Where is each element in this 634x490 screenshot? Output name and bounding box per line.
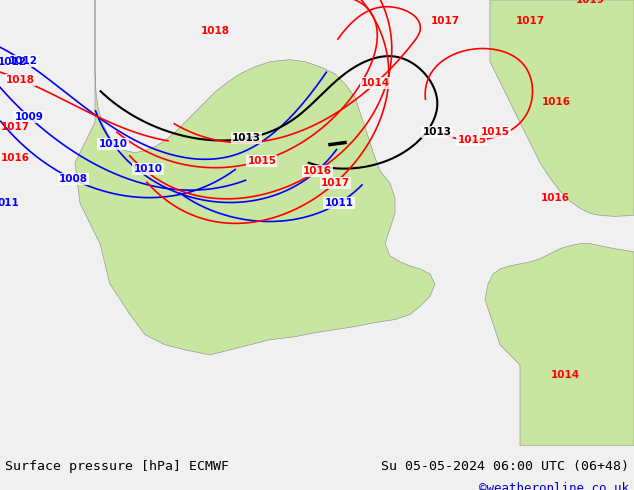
Polygon shape xyxy=(75,0,435,355)
Polygon shape xyxy=(485,244,634,446)
Text: 1016: 1016 xyxy=(303,166,332,176)
Text: 1010: 1010 xyxy=(134,164,162,174)
Text: 1018: 1018 xyxy=(6,74,35,85)
Text: 1016: 1016 xyxy=(541,193,569,203)
Text: 1012: 1012 xyxy=(0,57,27,67)
Text: 1010: 1010 xyxy=(98,139,127,149)
Text: 1019: 1019 xyxy=(576,0,604,5)
Text: 1017: 1017 xyxy=(321,177,350,188)
Text: 1018: 1018 xyxy=(200,26,230,36)
Polygon shape xyxy=(490,0,634,217)
Text: 1016: 1016 xyxy=(541,97,571,107)
Text: 1015: 1015 xyxy=(457,135,486,145)
Text: 1016: 1016 xyxy=(1,153,30,163)
Text: 1013: 1013 xyxy=(422,127,451,138)
Text: 1014: 1014 xyxy=(550,370,579,380)
Text: 1015: 1015 xyxy=(481,127,510,138)
Text: 1018: 1018 xyxy=(493,0,522,1)
Text: Su 05-05-2024 06:00 UTC (06+48): Su 05-05-2024 06:00 UTC (06+48) xyxy=(381,460,629,473)
Text: 1012: 1012 xyxy=(8,56,37,66)
Text: 1011: 1011 xyxy=(325,198,354,208)
Text: 011: 011 xyxy=(0,198,19,208)
Text: 1014: 1014 xyxy=(361,78,391,88)
Text: 1017: 1017 xyxy=(515,16,545,26)
Text: ©weatheronline.co.uk: ©weatheronline.co.uk xyxy=(479,482,629,490)
Text: 1013: 1013 xyxy=(232,133,261,144)
Text: Surface pressure [hPa] ECMWF: Surface pressure [hPa] ECMWF xyxy=(5,460,229,473)
Text: 1008: 1008 xyxy=(58,174,87,184)
Text: 1015: 1015 xyxy=(247,156,276,166)
Text: 1017: 1017 xyxy=(1,122,30,132)
Text: 1017: 1017 xyxy=(430,16,460,26)
Text: 1009: 1009 xyxy=(15,112,43,122)
